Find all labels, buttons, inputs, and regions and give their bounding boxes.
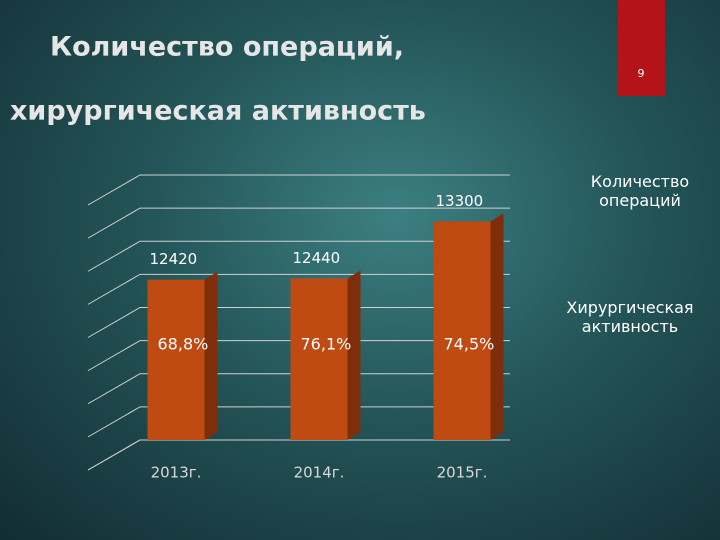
percent-label: 68,8% <box>158 335 209 354</box>
grid-line <box>87 439 510 471</box>
bar <box>147 279 205 440</box>
grid-line <box>87 207 510 239</box>
x-tick-label: 2015г. <box>437 464 488 482</box>
grid-line <box>87 340 510 372</box>
bar-side <box>490 213 504 440</box>
value-label: 13300 <box>436 192 484 210</box>
grid-line <box>87 240 510 272</box>
legend-entry: Хирургическая активность <box>566 298 694 336</box>
bar <box>433 221 491 440</box>
grid-line <box>87 373 510 405</box>
x-tick-label: 2014г. <box>294 464 345 482</box>
chart-subtitle: хирургическая активность <box>10 96 426 127</box>
percent-label: 76,1% <box>301 335 352 354</box>
grid-line <box>87 307 510 338</box>
page-badge <box>618 0 665 96</box>
grid-line <box>87 406 510 438</box>
bar-side <box>204 271 218 440</box>
x-tick-label: 2013г. <box>151 464 202 482</box>
value-label: 12420 <box>150 250 198 268</box>
bar <box>290 278 348 440</box>
percent-label: 74,5% <box>444 335 495 354</box>
value-label: 12440 <box>293 249 341 267</box>
legend-entry: Количество операций <box>590 172 690 210</box>
grid-line <box>87 273 510 305</box>
grid-line <box>87 174 510 206</box>
slide-number: 9 <box>638 67 645 80</box>
bar-side <box>347 270 361 440</box>
chart-title: Количество операций, <box>50 32 404 63</box>
